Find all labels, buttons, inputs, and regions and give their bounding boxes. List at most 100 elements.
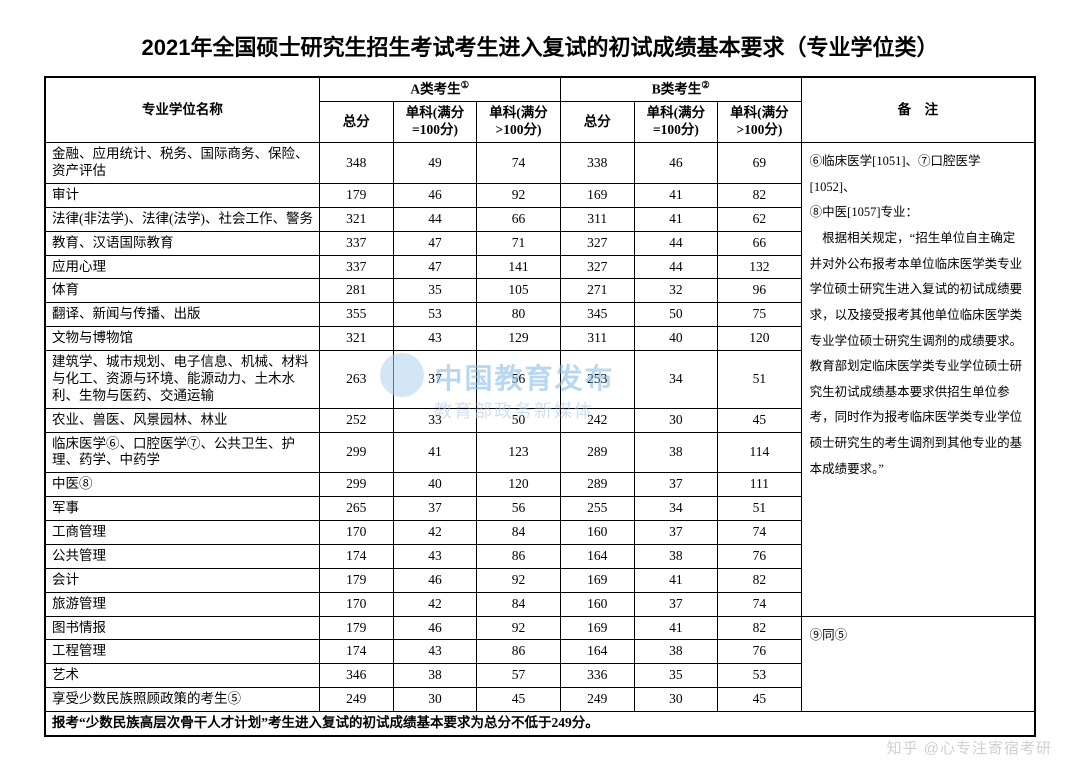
cell-a-1: 46 (393, 568, 476, 592)
page-title: 2021年全国硕士研究生招生考试考生进入复试的初试成绩基本要求（专业学位类） (44, 30, 1036, 62)
th-b-sgt100: 单科(满分>100分) (718, 102, 801, 143)
cell-b-0: 336 (560, 664, 634, 688)
cell-a-1: 37 (393, 497, 476, 521)
cell-a-1: 35 (393, 279, 476, 303)
cell-b-2: 114 (718, 432, 801, 473)
cell-a-2: 84 (477, 521, 561, 545)
cell-b-2: 53 (718, 664, 801, 688)
cell-b-0: 311 (560, 207, 634, 231)
cell-a-0: 337 (319, 255, 393, 279)
th-a-s100: 单科(满分=100分) (393, 102, 476, 143)
cell-b-2: 76 (718, 640, 801, 664)
cell-b-0: 164 (560, 640, 634, 664)
cell-a-0: 281 (319, 279, 393, 303)
cell-b-2: 120 (718, 327, 801, 351)
cell-b-2: 76 (718, 544, 801, 568)
cell-a-2: 45 (477, 688, 561, 712)
cell-a-0: 299 (319, 473, 393, 497)
cell-name: 文物与博物馆 (45, 327, 319, 351)
cell-a-1: 43 (393, 544, 476, 568)
cell-b-1: 37 (634, 473, 717, 497)
cell-name: 金融、应用统计、税务、国际商务、保险、资产评估 (45, 143, 319, 184)
cell-a-2: 50 (477, 408, 561, 432)
cell-b-0: 169 (560, 568, 634, 592)
cell-a-2: 92 (477, 568, 561, 592)
cell-a-0: 174 (319, 544, 393, 568)
cell-b-2: 75 (718, 303, 801, 327)
th-b-s100: 单科(满分=100分) (634, 102, 717, 143)
cell-a-1: 46 (393, 183, 476, 207)
cell-b-0: 169 (560, 616, 634, 640)
cell-b-2: 74 (718, 521, 801, 545)
cell-b-1: 32 (634, 279, 717, 303)
cell-b-0: 338 (560, 143, 634, 184)
cell-a-0: 179 (319, 616, 393, 640)
cell-b-1: 38 (634, 432, 717, 473)
cell-b-1: 41 (634, 207, 717, 231)
cell-b-0: 249 (560, 688, 634, 712)
cell-a-2: 74 (477, 143, 561, 184)
cell-a-1: 30 (393, 688, 476, 712)
footer-row: 报考“少数民族高层次骨干人才计划”考生进入复试的初试成绩基本要求为总分不低于24… (45, 712, 1035, 736)
cell-b-0: 345 (560, 303, 634, 327)
table-row: 图书情报17946921694182⑨同⑤ (45, 616, 1035, 640)
cell-a-2: 57 (477, 664, 561, 688)
th-a-sgt100: 单科(满分>100分) (477, 102, 561, 143)
footer-note: 报考“少数民族高层次骨干人才计划”考生进入复试的初试成绩基本要求为总分不低于24… (45, 712, 1035, 736)
cell-a-0: 174 (319, 640, 393, 664)
cell-a-2: 123 (477, 432, 561, 473)
cell-a-0: 249 (319, 688, 393, 712)
cell-b-1: 38 (634, 544, 717, 568)
cell-b-2: 111 (718, 473, 801, 497)
cell-b-0: 253 (560, 351, 634, 409)
cell-a-1: 46 (393, 616, 476, 640)
cell-b-0: 164 (560, 544, 634, 568)
cell-b-2: 96 (718, 279, 801, 303)
cell-a-0: 337 (319, 231, 393, 255)
cell-b-0: 289 (560, 432, 634, 473)
cell-name: 体育 (45, 279, 319, 303)
cell-a-0: 348 (319, 143, 393, 184)
cell-name: 农业、兽医、风景园林、林业 (45, 408, 319, 432)
cell-a-0: 321 (319, 327, 393, 351)
cell-b-1: 37 (634, 592, 717, 616)
cell-b-2: 51 (718, 497, 801, 521)
cell-b-1: 38 (634, 640, 717, 664)
cell-a-1: 33 (393, 408, 476, 432)
cell-a-1: 41 (393, 432, 476, 473)
cell-a-1: 44 (393, 207, 476, 231)
cell-a-1: 53 (393, 303, 476, 327)
cell-a-2: 92 (477, 183, 561, 207)
zhihu-watermark: 知乎 @心专注寄宿考研 (887, 737, 1052, 758)
cell-a-2: 129 (477, 327, 561, 351)
cell-name: 应用心理 (45, 255, 319, 279)
cell-a-0: 263 (319, 351, 393, 409)
cell-b-1: 46 (634, 143, 717, 184)
cell-b-2: 62 (718, 207, 801, 231)
cell-a-0: 265 (319, 497, 393, 521)
cell-a-2: 71 (477, 231, 561, 255)
cell-b-2: 45 (718, 688, 801, 712)
cell-a-0: 252 (319, 408, 393, 432)
cell-b-1: 40 (634, 327, 717, 351)
cell-name: 会计 (45, 568, 319, 592)
notes-block-1: ⑥临床医学[1051]、⑦口腔医学[1052]、 ⑧中医[1057]专业： 根据… (801, 143, 1035, 616)
cell-b-1: 30 (634, 408, 717, 432)
cell-name: 翻译、新闻与传播、出版 (45, 303, 319, 327)
cell-a-2: 105 (477, 279, 561, 303)
cell-b-0: 255 (560, 497, 634, 521)
cell-b-1: 34 (634, 497, 717, 521)
cell-a-0: 299 (319, 432, 393, 473)
cell-a-2: 56 (477, 351, 561, 409)
cell-a-2: 80 (477, 303, 561, 327)
cell-b-0: 289 (560, 473, 634, 497)
cell-a-0: 179 (319, 568, 393, 592)
cell-name: 艺术 (45, 664, 319, 688)
cell-name: 旅游管理 (45, 592, 319, 616)
cell-b-2: 82 (718, 183, 801, 207)
cell-a-1: 47 (393, 231, 476, 255)
cell-a-0: 179 (319, 183, 393, 207)
cell-b-2: 82 (718, 568, 801, 592)
cell-name: 临床医学⑥、口腔医学⑦、公共卫生、护理、药学、中药学 (45, 432, 319, 473)
cell-a-2: 86 (477, 640, 561, 664)
